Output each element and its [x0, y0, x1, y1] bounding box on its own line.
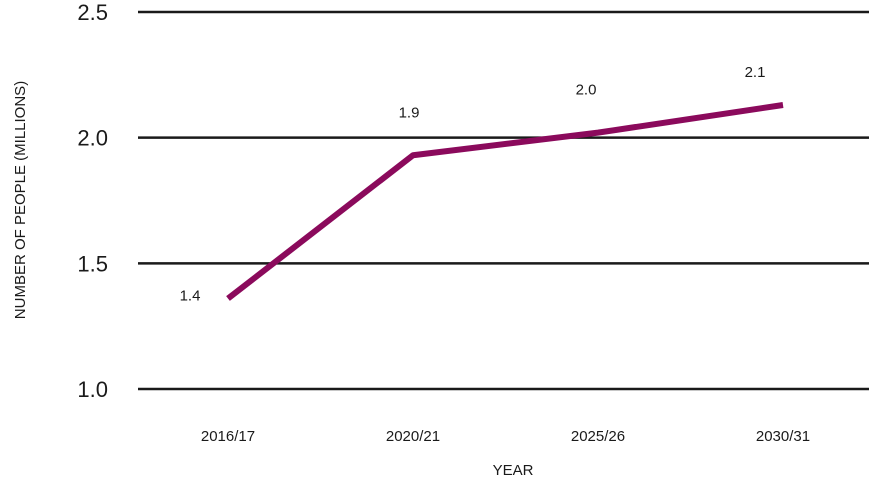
x-tick-label: 2020/21 [386, 428, 440, 445]
series-line [226, 102, 784, 301]
x-axis-title: YEAR [493, 462, 534, 479]
data-labels: 1.4 1.9 2.0 2.1 [180, 64, 766, 305]
y-tick-label: 2.0 [77, 126, 108, 151]
data-label: 1.9 [399, 104, 420, 121]
data-label: 2.1 [745, 64, 766, 81]
x-tick-label: 2025/26 [571, 428, 625, 445]
y-tick-label: 1.0 [77, 377, 108, 402]
y-tick-label: 1.5 [77, 251, 108, 276]
x-axis-ticks: 2016/17 2020/21 2025/26 2030/31 [201, 428, 810, 445]
x-tick-label: 2030/31 [756, 428, 810, 445]
data-label: 1.4 [180, 288, 201, 305]
data-label: 2.0 [576, 82, 597, 99]
x-tick-label: 2016/17 [201, 428, 255, 445]
series-lines [226, 102, 784, 301]
y-axis-title: NUMBER OF PEOPLE (MILLIONS) [12, 81, 29, 319]
y-axis-ticks: 1.0 1.5 2.0 2.5 [77, 0, 108, 402]
gridlines [138, 10, 869, 391]
y-tick-label: 2.5 [77, 0, 108, 25]
